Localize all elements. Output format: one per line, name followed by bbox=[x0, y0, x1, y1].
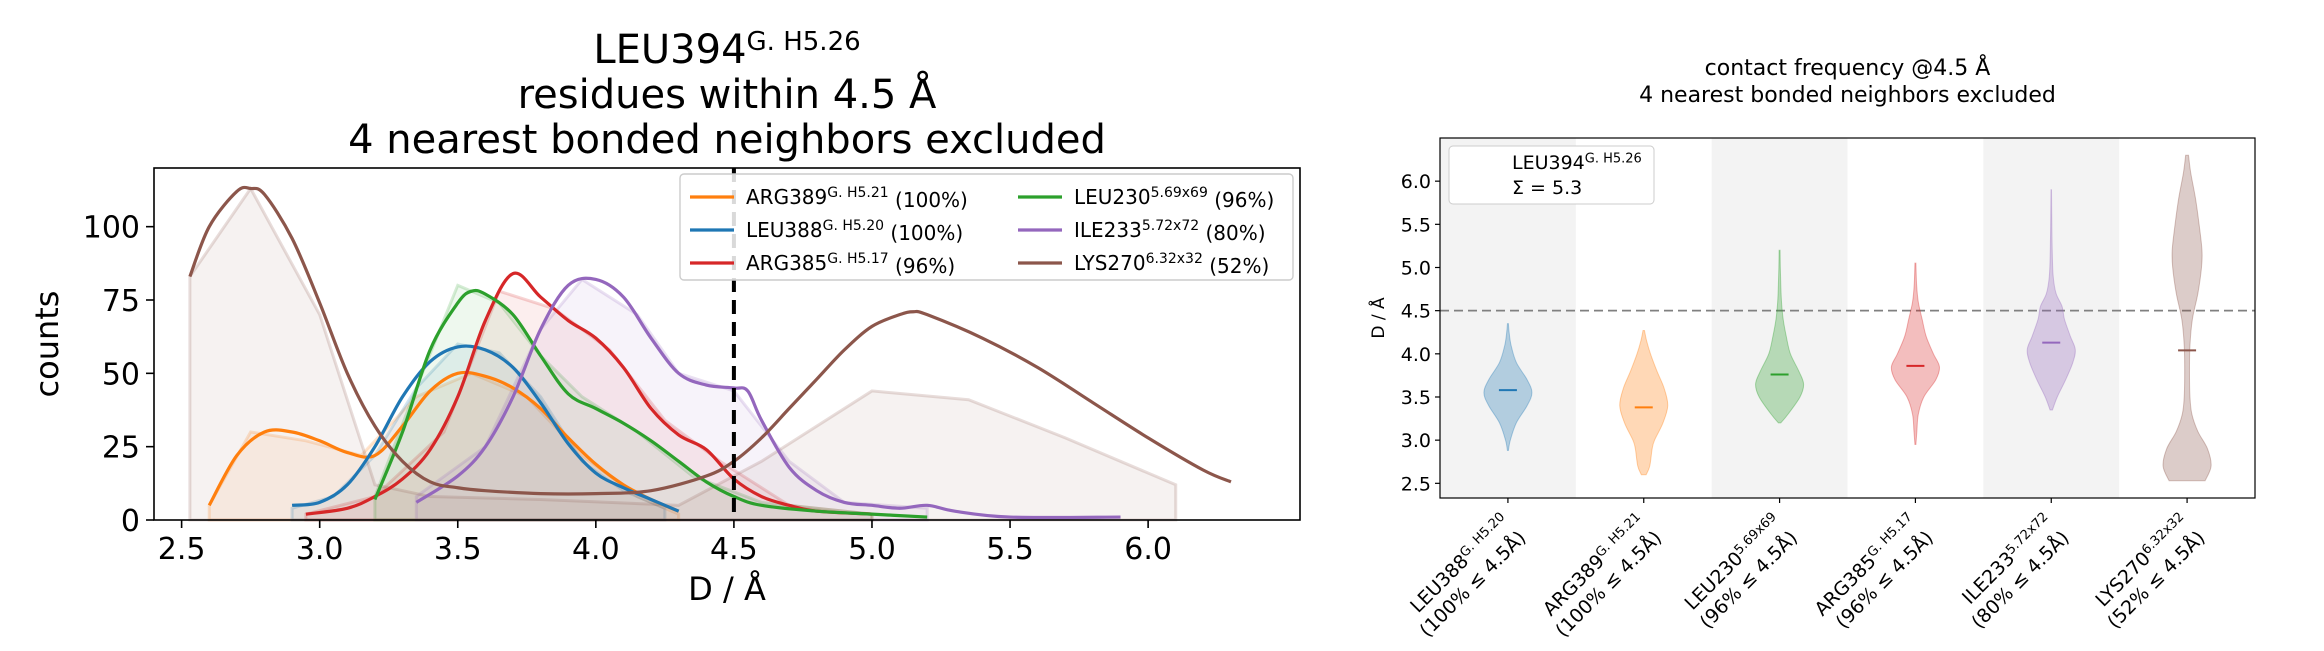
violin-body bbox=[2026, 189, 2076, 411]
y-tick-label: 100 bbox=[83, 211, 140, 246]
violin-label: ARG385G. H5.17(96% ≤ 4.5Å) bbox=[1810, 510, 1938, 638]
y-tick-label: 25 bbox=[102, 431, 140, 466]
legend-entry: LEU388G. H5.20 (100%) bbox=[746, 218, 963, 245]
column-band bbox=[1983, 138, 2120, 498]
y-tick-label: 4.5 bbox=[1401, 301, 1431, 323]
legend-entry: ARG385G. H5.17 (96%) bbox=[746, 251, 955, 278]
x-tick-label: 5.0 bbox=[848, 532, 896, 567]
violin-body bbox=[2162, 154, 2212, 482]
x-tick-label: 5.5 bbox=[986, 532, 1034, 567]
legend-box bbox=[1448, 145, 1655, 205]
legend-entry: ILE2335.72x72 (80%) bbox=[1074, 218, 1266, 245]
left-title-line: LEU394G. H5.26 bbox=[593, 27, 860, 73]
left-series-group bbox=[188, 185, 1232, 522]
y-tick-label: 5.0 bbox=[1401, 257, 1431, 279]
left-panel-density-plot: 2.5 3.0 3.5 4.0 4.5 5.0 5.5 6.0 0 25 50 75 100 D / … bbox=[28, 27, 1301, 608]
column-band bbox=[1711, 138, 1848, 498]
legend-box bbox=[679, 173, 1294, 281]
legend-entry: LEU2305.69x69 (96%) bbox=[1074, 185, 1274, 212]
y-tick-label: 75 bbox=[102, 284, 140, 319]
violin-body bbox=[1890, 262, 1940, 445]
y-tick-label: 3.0 bbox=[1401, 430, 1431, 452]
left-title-line: residues within 4.5 Å bbox=[518, 70, 937, 118]
right-title-line: 4 nearest bonded neighbors excluded bbox=[1639, 83, 2056, 108]
y-tick-label: 4.0 bbox=[1401, 344, 1431, 366]
y-tick-label: 50 bbox=[102, 357, 140, 392]
series-density-line bbox=[373, 288, 928, 519]
right-violins-group bbox=[1483, 154, 2212, 482]
x-tick-label: 6.0 bbox=[1124, 532, 1172, 567]
right-x-tick-labels: LEU388G. H5.20(100% ≤ 4.5Å) ARG389G. H5.2… bbox=[1398, 498, 2210, 642]
left-x-axis-label: D / Å bbox=[688, 570, 766, 608]
violin-body bbox=[1483, 323, 1533, 452]
y-tick-label: 3.5 bbox=[1401, 387, 1431, 409]
left-title-line: 4 nearest bonded neighbors excluded bbox=[348, 117, 1106, 163]
right-title-line: contact frequency @4.5 Å bbox=[1705, 54, 1991, 81]
right-y-axis-label: D / Å bbox=[1367, 297, 1389, 339]
legend-sum: Σ = 5.3 bbox=[1512, 177, 1582, 199]
series-histogram-fill bbox=[188, 185, 1178, 522]
y-tick-label: 6.0 bbox=[1401, 171, 1431, 193]
violin-label: LEU2305.69x69(96% ≤ 4.5Å) bbox=[1679, 510, 1803, 634]
violin-body bbox=[1755, 249, 1805, 424]
y-tick-label: 0 bbox=[121, 504, 140, 539]
y-tick-label: 2.5 bbox=[1401, 473, 1431, 495]
left-y-axis-label: counts bbox=[28, 291, 66, 398]
left-legend: ARG389G. H5.21 (100%) LEU388G. H5.20 (100… bbox=[679, 173, 1294, 281]
right-plot-frame bbox=[1439, 137, 2256, 499]
legend-residue: LEU394G. H5.26 bbox=[1512, 152, 1642, 175]
left-x-ticks: 2.5 3.0 3.5 4.0 4.5 5.0 5.5 6.0 bbox=[158, 520, 1172, 567]
violin-label: LEU388G. H5.20(100% ≤ 4.5Å) bbox=[1398, 510, 1530, 642]
x-tick-label: 2.5 bbox=[158, 532, 206, 567]
legend-entry: LYS2706.32x32 (52%) bbox=[1074, 251, 1269, 278]
right-panel-violin-plot: contact frequency @4.5 Å4 nearest bonded… bbox=[1367, 54, 2256, 642]
left-y-ticks: 0 25 50 75 100 bbox=[83, 211, 154, 539]
legend-entry: ARG389G. H5.21 (100%) bbox=[746, 185, 968, 212]
violin-label: ARG389G. H5.21(100% ≤ 4.5Å) bbox=[1534, 510, 1666, 642]
violin-label: ILE2335.72x72(80% ≤ 4.5Å) bbox=[1950, 510, 2074, 634]
series-density-line bbox=[207, 370, 680, 513]
series-density-line bbox=[291, 344, 680, 513]
x-tick-label: 3.0 bbox=[296, 532, 344, 567]
right-y-ticks: 2.5 3.0 3.5 4.0 4.5 5.0 5.5 6.0 bbox=[1401, 171, 1440, 495]
series-density-line bbox=[305, 271, 873, 516]
x-tick-label: 4.0 bbox=[572, 532, 620, 567]
series-density-line bbox=[188, 185, 1232, 496]
violin-label: LYS2706.32x32(52% ≤ 4.5Å) bbox=[2086, 510, 2210, 634]
y-tick-label: 5.5 bbox=[1401, 214, 1431, 236]
x-tick-label: 3.5 bbox=[434, 532, 482, 567]
violin-body bbox=[1619, 330, 1669, 476]
x-tick-label: 4.5 bbox=[710, 532, 758, 567]
left-plot-frame bbox=[153, 167, 1301, 521]
right-legend: LEU394G. H5.26Σ = 5.3 bbox=[1448, 145, 1655, 205]
